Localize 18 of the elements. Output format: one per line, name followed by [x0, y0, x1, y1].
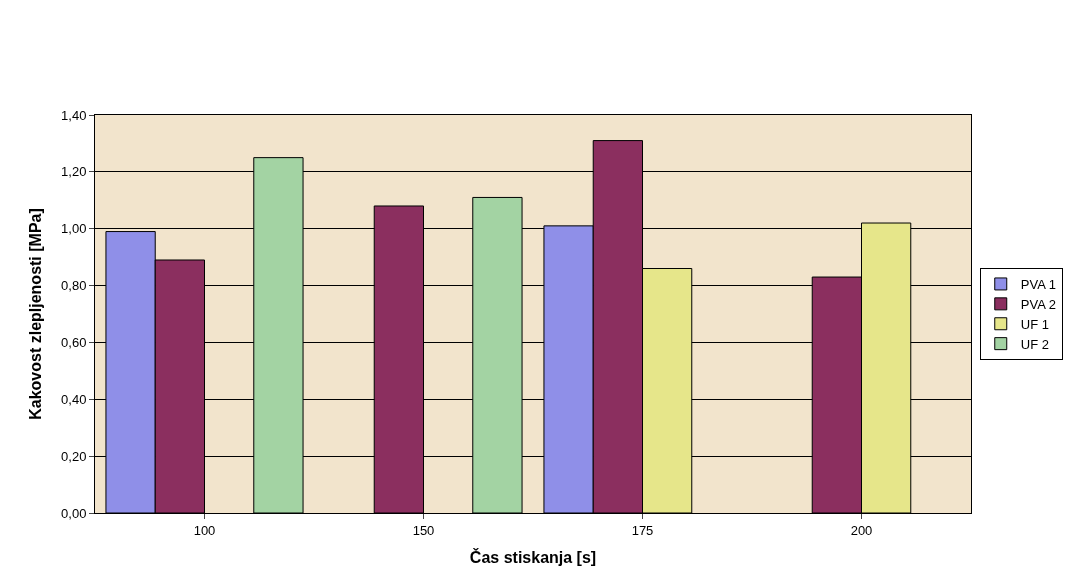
y-tick-label: 0,40: [61, 391, 87, 407]
y-tick-label: 1,00: [61, 221, 87, 237]
x-tick-label: 175: [631, 522, 654, 538]
y-tick-label: 0,80: [61, 278, 87, 294]
legend-label: UF 1: [1020, 316, 1049, 332]
x-tick-label: 150: [412, 522, 435, 538]
y-tick-label: 0,60: [61, 334, 87, 350]
y-tick-label: 0,00: [61, 505, 87, 521]
y-axis-title: Kakovost zlepljenosti [MPa]: [26, 208, 44, 420]
y-tick-label: 0,20: [61, 448, 87, 464]
x-tick-label: 200: [850, 522, 873, 538]
y-tick-label: 1,40: [61, 107, 87, 123]
x-tick-label: 100: [193, 522, 216, 538]
legend-label: PVA 2: [1020, 296, 1056, 312]
legend-label: PVA 1: [1020, 277, 1056, 293]
x-axis-title: Čas stiskanja [s]: [469, 548, 597, 567]
legend-label: UF 2: [1020, 336, 1049, 352]
y-tick-label: 1,20: [61, 164, 87, 180]
